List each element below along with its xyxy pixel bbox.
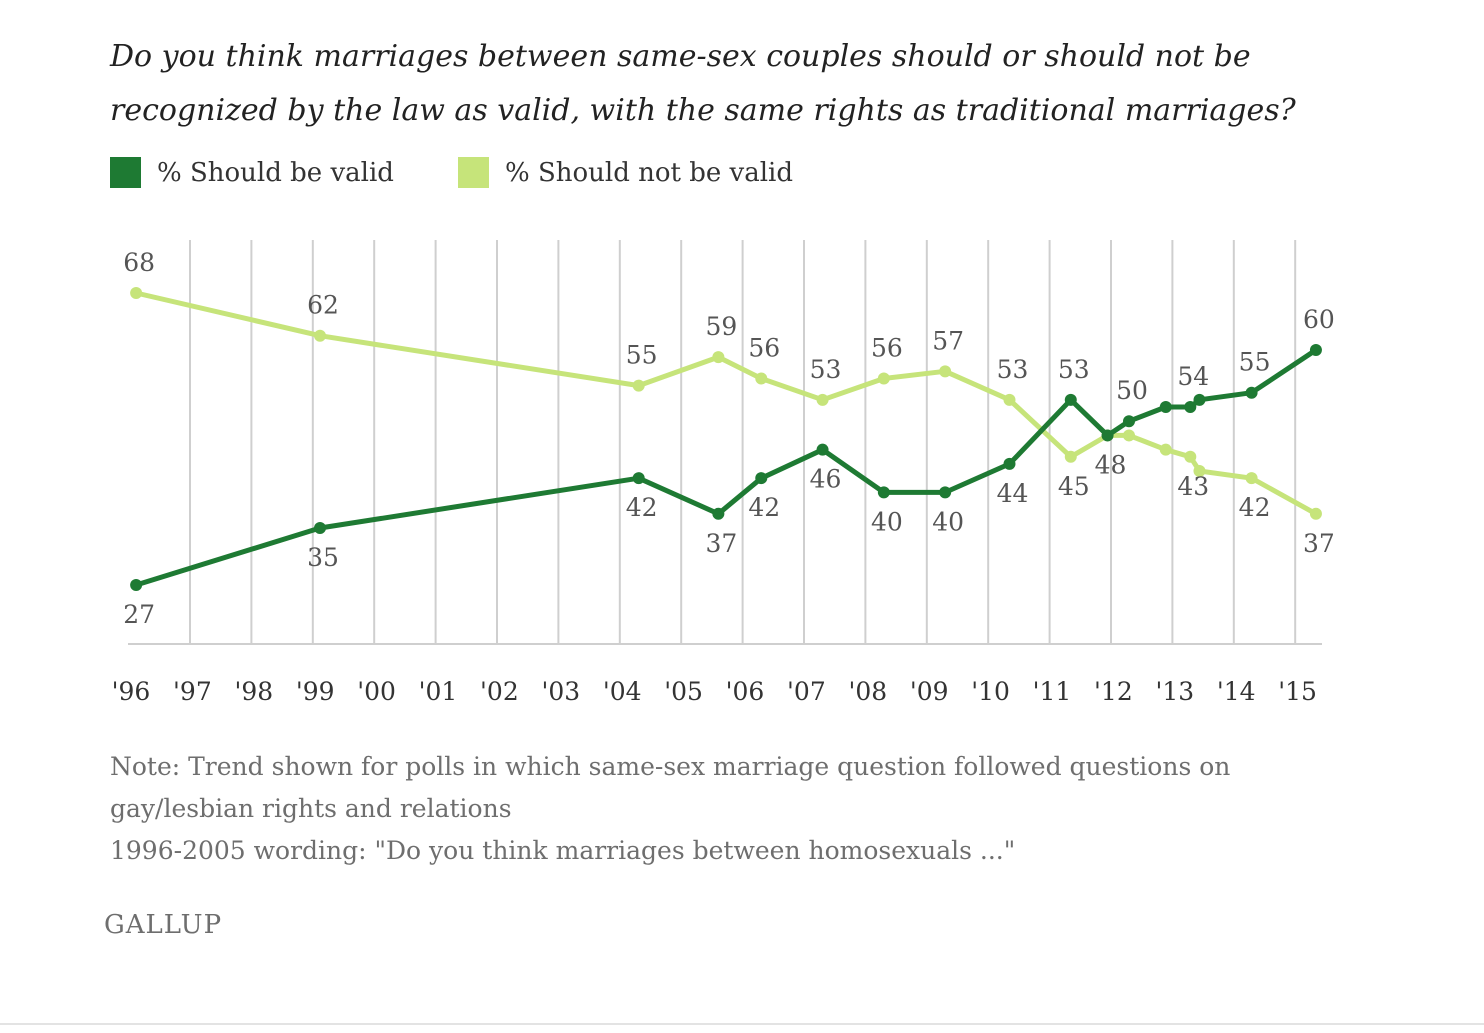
data-point-valid: [816, 443, 829, 456]
data-point-not-valid: [1003, 393, 1016, 406]
data-label-not-valid: 56: [871, 333, 903, 362]
legend-swatch-should-be-valid: [110, 157, 141, 188]
data-point-not-valid: [1309, 507, 1322, 520]
legend-swatch-should-not-be-valid: [458, 157, 489, 188]
data-label-not-valid: 57: [932, 326, 964, 355]
data-label-not-valid: 68: [123, 248, 155, 277]
data-label-valid: 42: [748, 493, 780, 522]
line-chart: '96 '97 '98 '99 '00 '01 '02 '03 '04 '05 '06 '07 '08 '…: [112, 240, 1335, 706]
data-label-not-valid: 55: [626, 341, 658, 370]
data-point-valid: [1003, 457, 1016, 470]
chart-note: Note: Trend shown for polls in which sam…: [110, 752, 1231, 823]
data-point-not-valid: [1159, 443, 1172, 456]
data-point-valid: [1245, 386, 1258, 399]
data-point-valid: [1101, 429, 1114, 442]
data-point-not-valid: [1193, 465, 1206, 478]
data-label-valid: 54: [1177, 362, 1209, 391]
data-point-not-valid: [1184, 450, 1197, 463]
data-point-valid: [712, 507, 725, 520]
data-point-not-valid: [313, 329, 326, 342]
data-point-valid: [1064, 393, 1077, 406]
data-label-valid: 27: [123, 600, 155, 629]
data-point-valid: [1123, 415, 1136, 428]
data-point-valid: [939, 486, 952, 499]
data-label-not-valid: 45: [1058, 472, 1090, 501]
x-tick-label: '04: [603, 677, 642, 706]
data-point-not-valid: [130, 287, 143, 299]
data-label-valid: 55: [1239, 348, 1271, 377]
x-tick-label: '12: [1094, 677, 1133, 706]
data-point-valid: [877, 486, 890, 499]
data-label-valid: 46: [810, 465, 842, 494]
x-tick-label: '09: [910, 677, 949, 706]
data-label-not-valid: 59: [705, 312, 737, 341]
x-tick-label: '99: [296, 677, 335, 706]
x-tick-label: '10: [971, 677, 1010, 706]
data-point-valid: [1309, 343, 1322, 356]
data-label-not-valid: 37: [1303, 529, 1335, 558]
x-tick-label: '05: [664, 677, 703, 706]
x-tick-label: '00: [357, 677, 396, 706]
x-tick-label: '06: [726, 677, 765, 706]
data-label-not-valid: 53: [997, 355, 1029, 384]
data-point-not-valid: [1123, 429, 1136, 442]
data-label-not-valid: 43: [1177, 472, 1209, 501]
data-point-not-valid: [939, 365, 952, 378]
legend-label-should-not-be-valid: % Should not be valid: [505, 157, 794, 188]
data-point-valid: [1193, 393, 1206, 406]
data-label-valid: 44: [997, 479, 1029, 508]
data-point-not-valid: [1064, 450, 1077, 463]
data-point-valid: [632, 472, 645, 485]
data-point-valid: [130, 579, 143, 591]
data-point-not-valid: [1245, 472, 1258, 485]
bottom-divider: [0, 1023, 1484, 1025]
data-label-valid: 42: [626, 493, 658, 522]
x-tick-label: '96: [112, 677, 151, 706]
data-label-valid: 40: [932, 507, 964, 536]
x-tick-label: '03: [541, 677, 580, 706]
data-label-not-valid: 62: [307, 291, 339, 320]
data-point-valid: [313, 522, 326, 535]
x-tick-label: '15: [1278, 677, 1317, 706]
legend-item-should-not-be-valid: % Should not be valid: [458, 157, 793, 188]
data-label-not-valid: 53: [810, 355, 842, 384]
x-tick-label: '11: [1033, 677, 1072, 706]
data-point-not-valid: [816, 393, 829, 406]
x-tick-label: '08: [848, 677, 887, 706]
data-label-valid: 40: [871, 507, 903, 536]
data-point-not-valid: [712, 351, 725, 364]
x-tick-label: '07: [787, 677, 826, 706]
data-point-valid: [1184, 400, 1197, 413]
data-label-valid: 48: [1095, 450, 1127, 479]
gallup-logo: GALLUP: [104, 910, 223, 940]
x-tick-label: '01: [419, 677, 458, 706]
data-point-valid: [1159, 400, 1172, 413]
x-tick-label: '97: [173, 677, 212, 706]
chart-wording-note: 1996-2005 wording: "Do you think marriag…: [110, 836, 1016, 865]
data-point-not-valid: [755, 372, 768, 385]
data-label-valid: 53: [1058, 355, 1090, 384]
data-point-not-valid: [632, 379, 645, 392]
data-label-valid: 50: [1116, 376, 1148, 405]
data-label-not-valid: 42: [1239, 493, 1271, 522]
data-label-valid: 35: [307, 543, 339, 572]
x-tick-label: '02: [480, 677, 519, 706]
data-label-valid: 60: [1303, 305, 1335, 334]
x-tick-label: '14: [1217, 677, 1256, 706]
data-point-not-valid: [877, 372, 890, 385]
chart-title: Do you think marriages between same-sex …: [110, 39, 1296, 128]
data-label-not-valid: 56: [748, 333, 780, 362]
x-tick-label: '98: [234, 677, 273, 706]
legend-item-should-be-valid: % Should be valid: [110, 157, 394, 188]
legend-label-should-be-valid: % Should be valid: [157, 157, 394, 188]
x-tick-label: '13: [1155, 677, 1194, 706]
data-point-valid: [755, 472, 768, 485]
data-label-valid: 37: [705, 529, 737, 558]
